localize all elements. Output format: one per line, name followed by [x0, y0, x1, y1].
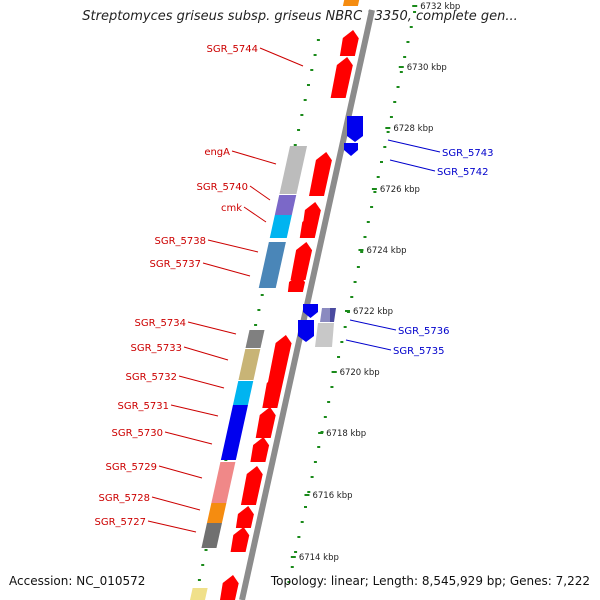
- gene-block: [315, 323, 334, 347]
- label-leader: [183, 346, 229, 361]
- forward-arrow: [262, 375, 283, 408]
- topology-summary: Topology: linear; Length: 8,545,929 bp; …: [270, 574, 590, 588]
- gene-label: SGR_5740: [197, 182, 249, 193]
- gene-label: SGR_5731: [118, 401, 170, 412]
- forward-arrow: [290, 242, 313, 280]
- gene-block: [269, 215, 292, 238]
- gene-block: [245, 330, 265, 348]
- gene-label: engA: [204, 147, 230, 158]
- label-leader: [158, 465, 203, 479]
- gene-block: [279, 146, 308, 194]
- gene-label: SGR_5742: [437, 167, 489, 178]
- forward-arrow: [309, 152, 332, 196]
- kbp-label: 6730 kbp: [407, 63, 447, 73]
- gene-block: [342, 0, 360, 6]
- kbp-scale: 6714 kbp 6716 kbp 6718 kbp 6720 kbp 6722 kbp…: [290, 2, 460, 563]
- kbp-label: 6716 kbp: [312, 491, 352, 501]
- label-leader: [170, 404, 219, 417]
- forward-arrow: [287, 274, 306, 292]
- reverse-arrow: [303, 304, 318, 318]
- gene-block: [190, 588, 208, 600]
- kbp-label: 6724 kbp: [366, 246, 406, 256]
- label-leader: [231, 150, 277, 165]
- label-leader: [249, 185, 271, 201]
- reverse-arrow: [344, 143, 358, 156]
- kbp-label: 6732 kbp: [420, 2, 460, 12]
- gene-label: SGR_5735: [393, 346, 445, 357]
- gene-block: [232, 381, 254, 405]
- label-leader: [151, 496, 201, 511]
- gene-label: SGR_5732: [126, 372, 178, 383]
- gene-label: SGR_5743: [442, 148, 494, 159]
- forward-arrow: [235, 506, 254, 528]
- kbp-label: 6722 kbp: [353, 307, 393, 317]
- forward-arrow: [303, 202, 321, 222]
- label-leader: [187, 321, 237, 335]
- gene-block: [238, 349, 261, 380]
- label-leader: [243, 206, 267, 223]
- reverse-arrow: [347, 116, 363, 142]
- reverse-arrow: [298, 320, 314, 342]
- label-leader: [147, 520, 197, 533]
- accession-label: Accession: NC_010572: [9, 574, 146, 588]
- forward-arrow: [230, 527, 250, 552]
- gene-block: [330, 308, 336, 322]
- kbp-label: 6720 kbp: [340, 368, 380, 378]
- forward-arrow: [299, 214, 319, 238]
- gene-label: SGR_5738: [155, 236, 207, 247]
- gene-label: SGR_5730: [112, 428, 164, 439]
- label-leader: [207, 239, 259, 253]
- forward-arrow: [339, 30, 359, 56]
- gene-block: [201, 523, 222, 548]
- label-leader: [387, 139, 441, 153]
- feature-blocks: [190, 0, 363, 600]
- gene-label: SGR_5729: [106, 462, 158, 473]
- label-leader: [389, 159, 436, 172]
- label-leader: [164, 431, 213, 445]
- gene-label: SGR_5734: [135, 318, 187, 329]
- forward-arrow: [330, 57, 353, 98]
- kbp-label: 6714 kbp: [299, 553, 339, 563]
- kbp-label: 6718 kbp: [326, 429, 366, 439]
- gene-block: [274, 195, 297, 215]
- gene-block: [220, 405, 248, 460]
- gene-label: cmk: [221, 203, 242, 214]
- label-leader: [259, 47, 304, 67]
- gene-block: [320, 308, 330, 322]
- map-title: Streptomyces griseus subsp. griseus NBRC…: [82, 9, 518, 24]
- forward-arrow: [240, 466, 263, 505]
- gene-label: SGR_5737: [150, 259, 202, 270]
- gene-block: [206, 503, 227, 523]
- forward-arrow: [250, 437, 270, 462]
- gene-label: SGR_5744: [207, 44, 259, 55]
- forward-arrow: [220, 575, 239, 600]
- label-leader: [178, 375, 225, 389]
- gene-block: [211, 462, 236, 503]
- label-leader: [202, 262, 251, 277]
- gene-label: SGR_5727: [95, 517, 147, 528]
- label-leader: [349, 319, 397, 331]
- tick-track-right: [287, 11, 417, 583]
- kbp-label: 6726 kbp: [380, 185, 420, 195]
- forward-arrow: [267, 335, 292, 383]
- label-leader: [345, 339, 392, 351]
- forward-arrow: [255, 407, 276, 438]
- gene-label: SGR_5733: [131, 343, 183, 354]
- gene-label: SGR_5736: [398, 326, 450, 337]
- gene-label: SGR_5728: [99, 493, 151, 504]
- kbp-label: 6728 kbp: [393, 124, 433, 134]
- gene-block: [258, 242, 286, 288]
